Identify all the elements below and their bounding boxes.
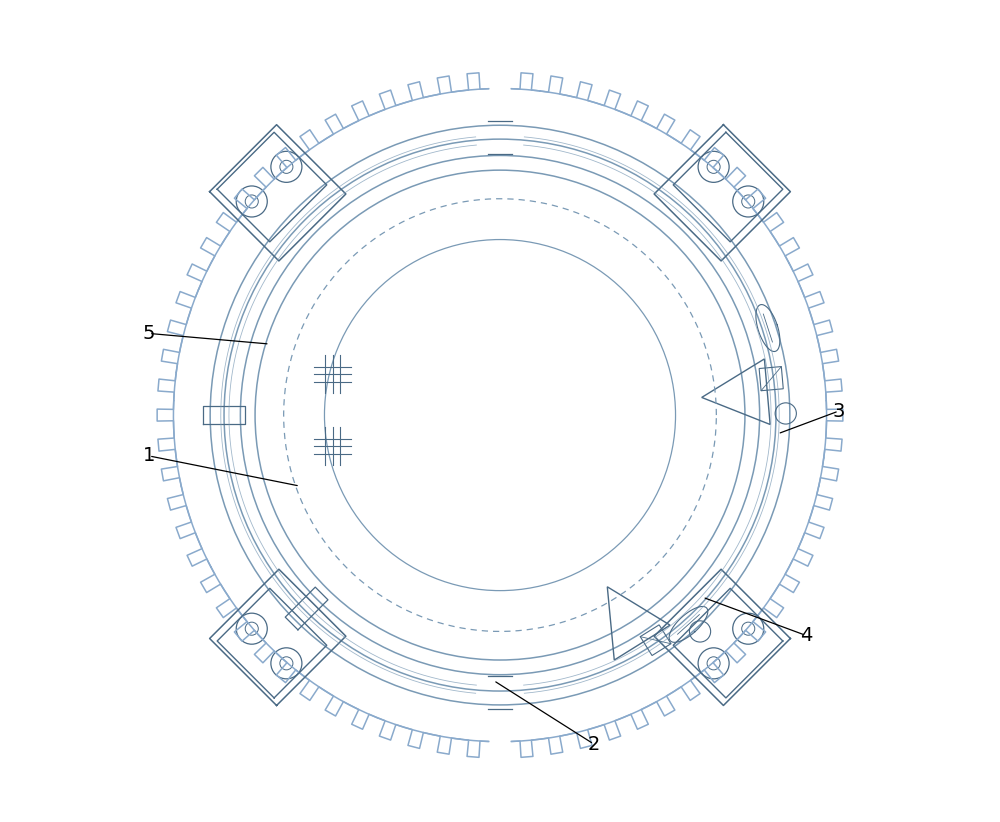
Text: 1: 1 <box>143 446 155 465</box>
Text: 5: 5 <box>143 324 155 343</box>
Text: 2: 2 <box>588 735 600 754</box>
Text: 3: 3 <box>833 401 845 421</box>
Text: 4: 4 <box>800 626 812 645</box>
